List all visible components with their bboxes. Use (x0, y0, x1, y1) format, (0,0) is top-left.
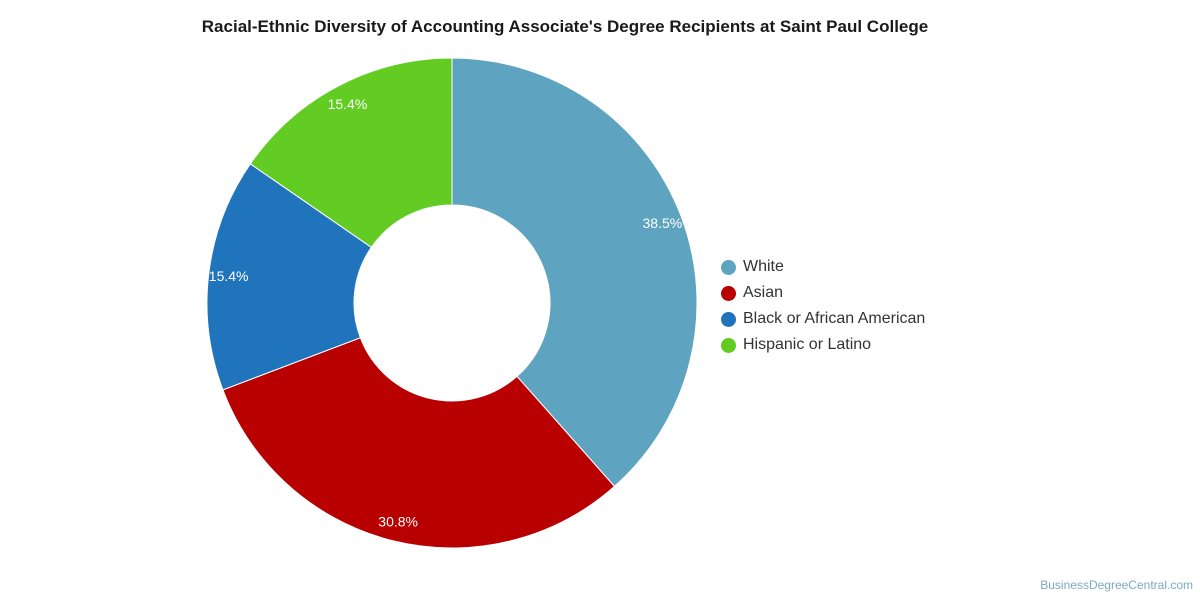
legend-item[interactable]: Asian (721, 280, 925, 306)
slice-label: 15.4% (209, 268, 249, 284)
slice-label: 38.5% (643, 215, 683, 231)
chart-title: Racial-Ethnic Diversity of Accounting As… (201, 17, 929, 36)
legend-swatch (721, 285, 736, 301)
legend-item[interactable]: Hispanic or Latino (721, 332, 925, 358)
legend-swatch (721, 259, 736, 275)
legend-item[interactable]: Black or African American (721, 306, 925, 332)
legend-label: Asian (743, 284, 784, 301)
legend-swatch (721, 311, 736, 327)
slice-label: 15.4% (328, 96, 368, 112)
legend-swatch (721, 337, 736, 353)
slice-white (451, 57, 698, 488)
slice-asian (222, 337, 616, 549)
slice-hispanic-or-latino (249, 57, 453, 249)
legend: White Asian Black or African American Hispa… (721, 254, 925, 358)
legend-item[interactable]: White (721, 254, 925, 280)
legend-label: Black or African American (743, 310, 926, 327)
source-credit: BusinessDegreeCentral.com (1040, 578, 1193, 592)
slice-label: 30.8% (378, 513, 418, 529)
legend-label: Hispanic or Latino (743, 336, 872, 353)
slice-black-or-african-american (206, 163, 373, 391)
legend-label: White (743, 258, 784, 275)
